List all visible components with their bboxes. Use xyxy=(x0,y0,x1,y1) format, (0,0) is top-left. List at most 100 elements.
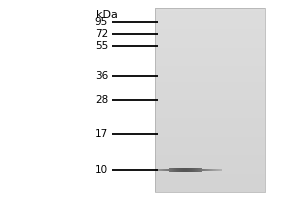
Bar xyxy=(187,168,188,172)
Bar xyxy=(186,168,187,172)
Bar xyxy=(155,11,265,14)
Bar xyxy=(155,167,265,171)
Bar xyxy=(155,180,265,183)
Bar xyxy=(164,169,165,171)
Bar xyxy=(155,75,265,79)
Bar xyxy=(203,169,204,171)
Text: 17: 17 xyxy=(95,129,108,139)
Bar xyxy=(173,168,174,172)
Bar xyxy=(155,140,265,143)
Bar xyxy=(216,169,217,171)
Bar xyxy=(218,169,219,171)
Bar xyxy=(217,169,218,171)
Bar xyxy=(211,169,212,171)
Bar xyxy=(155,186,265,189)
Bar xyxy=(202,169,203,171)
Bar xyxy=(155,143,265,146)
Bar xyxy=(155,152,265,155)
Bar xyxy=(172,168,173,172)
Bar xyxy=(155,91,265,94)
Bar xyxy=(155,14,265,17)
Bar xyxy=(199,168,200,172)
Bar xyxy=(194,168,195,172)
Bar xyxy=(155,60,265,63)
Bar xyxy=(171,168,172,172)
Bar xyxy=(189,168,190,172)
Bar xyxy=(201,168,202,172)
Bar xyxy=(155,146,265,149)
Bar xyxy=(196,168,197,172)
Bar xyxy=(155,118,265,121)
Bar xyxy=(176,168,177,172)
Bar xyxy=(205,169,206,171)
Bar xyxy=(155,88,265,91)
Bar xyxy=(206,169,207,171)
Bar xyxy=(175,168,176,172)
Bar xyxy=(207,169,208,171)
Bar xyxy=(169,168,170,172)
Bar xyxy=(155,149,265,152)
Bar xyxy=(155,20,265,23)
Bar xyxy=(155,48,265,51)
Bar xyxy=(155,109,265,112)
Bar xyxy=(184,168,185,172)
Bar xyxy=(155,112,265,115)
Bar xyxy=(155,8,265,192)
Bar xyxy=(204,169,205,171)
Bar xyxy=(160,169,161,171)
Bar xyxy=(202,169,203,171)
Bar xyxy=(155,97,265,100)
Bar xyxy=(155,63,265,66)
Bar xyxy=(167,169,168,171)
Bar xyxy=(212,169,213,171)
Bar xyxy=(155,164,265,167)
Text: 10: 10 xyxy=(95,165,108,175)
Bar xyxy=(155,189,265,192)
Bar xyxy=(155,171,265,174)
Bar xyxy=(208,169,209,171)
Bar xyxy=(160,169,161,171)
Bar xyxy=(213,169,214,171)
Bar xyxy=(161,169,162,171)
Bar xyxy=(155,174,265,177)
Bar xyxy=(155,169,156,171)
Bar xyxy=(214,169,215,171)
Bar xyxy=(162,169,163,171)
Text: 95: 95 xyxy=(95,17,108,27)
Bar xyxy=(163,169,164,171)
Bar xyxy=(155,26,265,29)
Bar xyxy=(155,85,265,88)
Bar xyxy=(155,158,265,161)
Text: 28: 28 xyxy=(95,95,108,105)
Bar xyxy=(158,169,159,171)
Bar xyxy=(155,115,265,118)
Bar xyxy=(177,168,178,172)
Bar xyxy=(155,137,265,140)
Bar xyxy=(155,155,265,158)
Bar xyxy=(155,131,265,134)
Bar xyxy=(165,169,166,171)
Bar xyxy=(155,121,265,125)
Bar xyxy=(155,42,265,45)
Bar xyxy=(155,8,265,11)
Bar xyxy=(197,168,198,172)
Bar xyxy=(220,169,221,171)
Bar xyxy=(185,168,186,172)
Bar xyxy=(155,161,265,164)
Bar xyxy=(219,169,220,171)
Bar xyxy=(155,183,265,186)
Bar xyxy=(155,29,265,33)
Bar xyxy=(196,168,197,172)
Bar xyxy=(156,169,157,171)
Bar xyxy=(188,168,189,172)
Bar xyxy=(155,69,265,72)
Bar xyxy=(155,103,265,106)
Bar xyxy=(183,168,184,172)
Bar xyxy=(155,57,265,60)
Bar xyxy=(182,168,183,172)
Bar xyxy=(155,79,265,82)
Bar xyxy=(155,36,265,39)
Bar xyxy=(181,168,182,172)
Bar xyxy=(170,168,171,172)
Bar xyxy=(155,17,265,20)
